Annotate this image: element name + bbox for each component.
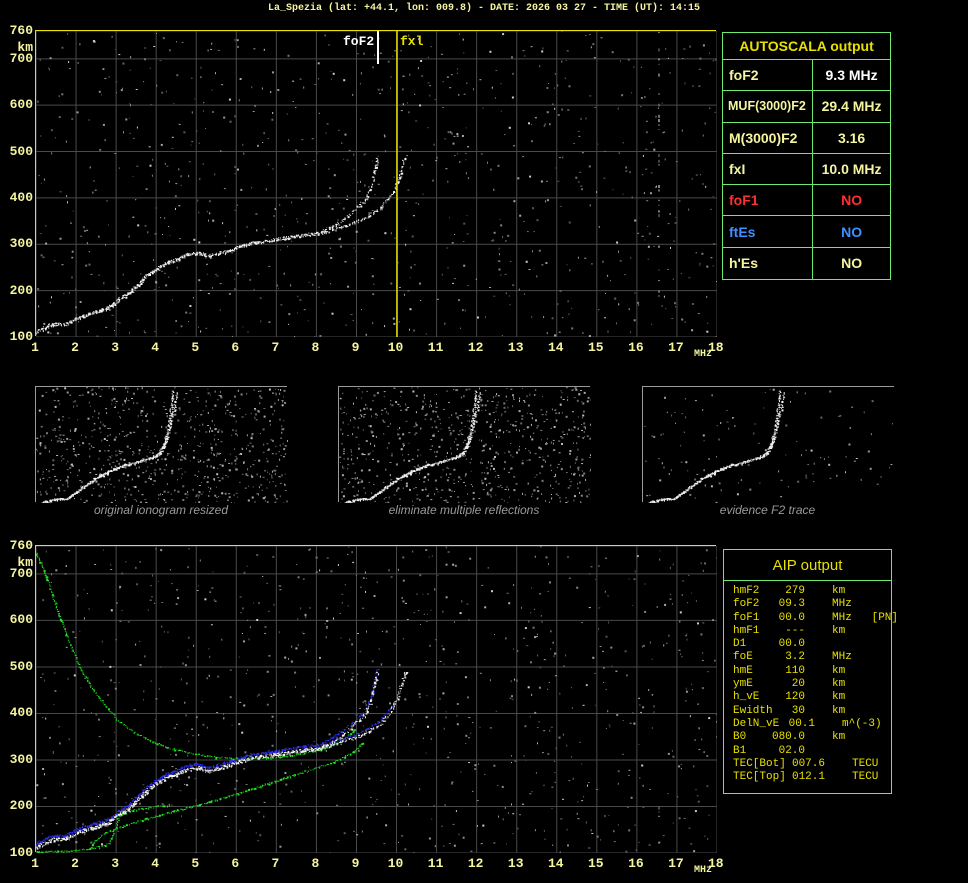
svg-text:fxl: fxl [400,34,424,49]
svg-text:foF2: foF2 [343,34,374,49]
